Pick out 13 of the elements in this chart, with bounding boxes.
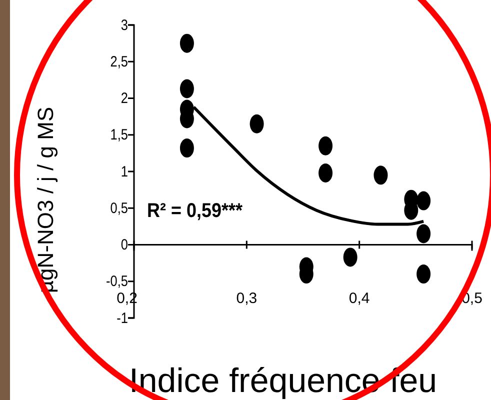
- y-tick-label: 2,5: [110, 52, 128, 70]
- y-tick-label: 1: [120, 162, 128, 180]
- y-tick-label: -1: [116, 308, 128, 326]
- x-tick-label: 0,4: [348, 290, 370, 307]
- annotation: R² = 0,59***: [147, 200, 244, 222]
- y-tick-label: 3: [120, 16, 128, 34]
- x-tick-label: 0,3: [236, 290, 258, 307]
- y-tick-label: 1,5: [110, 126, 128, 143]
- y-tick-label: -0,5: [106, 272, 128, 290]
- y-tick-label: 0,5: [110, 198, 128, 216]
- y-tick-label: 0: [120, 236, 128, 253]
- y-axis-title: µgN-NO3 / j / g MS: [33, 106, 58, 294]
- y-tick-label: 2: [120, 89, 128, 106]
